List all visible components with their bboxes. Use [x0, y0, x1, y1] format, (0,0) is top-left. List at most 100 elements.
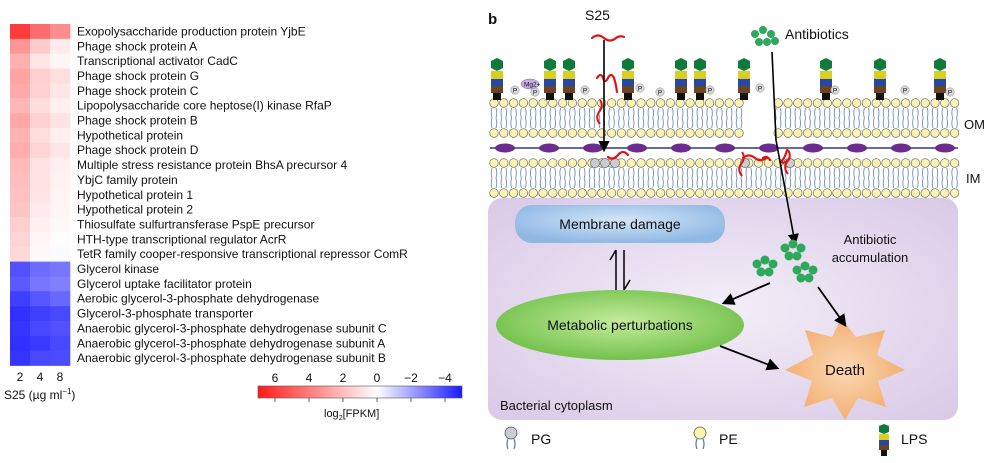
pe-legend-icon: [693, 426, 707, 450]
pg-legend-label: PG: [531, 431, 551, 447]
phosphate-marker: [580, 85, 590, 95]
heatmap-cell: [50, 127, 71, 144]
gene-label: Phage shock protein C: [77, 84, 199, 98]
gene-label: Anaerobic glycerol-3-phosphate dehydroge…: [77, 336, 385, 350]
phosphate-label: P: [583, 88, 587, 95]
colorbar-tick-label: −2: [404, 371, 418, 385]
gene-label: TetR family cooper-responsive transcript…: [77, 247, 408, 261]
gene-labels: Exopolysaccharide production protein Yjb…: [77, 24, 408, 365]
gene-label: Phage shock protein G: [77, 69, 199, 83]
gene-label: Transcriptional activator CadC: [77, 54, 238, 68]
heatmap-cell: [30, 98, 51, 114]
heatmap-cell: [50, 83, 71, 99]
heatmap-cell: [30, 231, 51, 248]
heatmap-cell: [50, 261, 71, 277]
heatmap-cell: [50, 172, 71, 188]
metabolic-perturbations-label: Metabolic perturbations: [547, 317, 693, 333]
heatmap-cell: [30, 172, 51, 188]
colorbar-tick-label: −4: [438, 371, 452, 385]
heatmap-cell: [10, 335, 31, 351]
death-starburst: [785, 318, 905, 420]
heatmap-cell: [50, 321, 71, 337]
heatmap-cell: [10, 276, 31, 292]
column-label: 8: [57, 370, 64, 384]
colorbar-tick-label: 2: [340, 371, 347, 385]
heatmap-cell: [50, 68, 71, 84]
heatmap-cell: [30, 306, 51, 322]
heatmap-cell: [30, 24, 51, 40]
phosphate-marker: [705, 85, 715, 95]
gene-label: Exopolysaccharide production protein Yjb…: [77, 24, 306, 38]
phosphate-label: P: [948, 90, 952, 97]
heatmap-cell: [30, 187, 51, 203]
gene-label: Glycerol uptake facilitator protein: [77, 277, 252, 291]
heatmap-cell: [50, 38, 71, 54]
phosphate-label: P: [638, 86, 642, 93]
heatmap-cell: [50, 202, 71, 218]
heatmap-cell: [10, 142, 31, 158]
heatmap-cell: [10, 157, 31, 173]
s25-peptide-icon: [590, 34, 791, 164]
heatmap-cell: [10, 24, 31, 40]
metabolic-perturbations-ellipse: [496, 290, 744, 360]
column-label: 4: [37, 370, 44, 384]
heatmap-cell: [30, 202, 51, 218]
heatmap-cell: [10, 306, 31, 322]
phosphate-marker: [755, 83, 765, 93]
gene-label: Hypothetical protein: [77, 128, 183, 142]
heatmap-cell: [50, 246, 71, 262]
colorbar: 6 4 2 0 −2 −4 log2[FPKM]: [257, 371, 463, 422]
heatmap-cell: [10, 38, 31, 54]
heatmap-grid: [10, 24, 71, 366]
heatmap-cell: [10, 261, 31, 277]
colorbar-tick-label: 0: [374, 371, 381, 385]
gene-label: Hypothetical protein 1: [77, 188, 193, 202]
heatmap-cell: [10, 113, 31, 129]
antibiotics-label: Antibiotics: [785, 26, 849, 42]
heatmap-cell: [30, 83, 51, 99]
gene-label: Phage shock protein A: [77, 39, 197, 53]
death-label: Death: [825, 362, 865, 379]
heatmap-cell: [50, 276, 71, 292]
heatmap-cell: [10, 246, 31, 262]
antibiotic-accumulation-label-2: accumulation: [832, 250, 909, 265]
panel-b-label: b: [488, 11, 497, 28]
phosphate-marker: [900, 85, 910, 95]
heatmap-cell: [10, 68, 31, 84]
gene-label: YbjC family protein: [77, 173, 178, 187]
lps-legend-label: LPS: [901, 431, 927, 447]
gene-label: Aerobic glycerol-3-phosphate dehydrogena…: [77, 292, 319, 306]
heatmap-cell: [10, 202, 31, 218]
gene-label: Hypothetical protein 2: [77, 203, 193, 217]
heatmap-cell: [30, 38, 51, 54]
heatmap-cell: [30, 68, 51, 84]
heatmap-cell: [30, 246, 51, 262]
gene-label: Glycerol-3-phosphate transporter: [77, 307, 253, 321]
heatmap-cell: [10, 127, 31, 144]
heatmap-cell: [30, 53, 51, 69]
membrane-peptide: [738, 151, 745, 177]
phosphate-marker: [635, 83, 645, 93]
flow-arrows: [719, 282, 847, 371]
antibiotic-entry-arrow: [771, 51, 799, 246]
lps-molecule-icon: [738, 58, 750, 100]
heatmap-cell: [30, 217, 51, 233]
lps-molecule-icon: [694, 58, 706, 100]
heatmap-cell: [30, 261, 51, 277]
lps-molecule-icon: [874, 58, 886, 100]
heatmap-cell: [10, 187, 31, 203]
phosphate-marker: [945, 87, 955, 97]
heatmap-cell: [50, 113, 71, 129]
gene-label: Anaerobic glycerol-3-phosphate dehydroge…: [77, 321, 387, 335]
antibiotic-accumulation-label-1: Antibiotic: [844, 232, 897, 247]
heatmap-cell: [10, 231, 31, 248]
heatmap-cell: [30, 350, 51, 366]
lps-legend-icon: [879, 424, 889, 456]
gene-label: Lipopolysaccharide core heptose(I) kinas…: [77, 99, 332, 113]
phosphate-marker: [655, 87, 665, 97]
phosphate-label: P: [533, 90, 537, 97]
colorbar-tick-label: 4: [306, 371, 313, 385]
colorbar-ticks: 6 4 2 0 −2 −4: [272, 371, 452, 402]
heatmap-cell: [50, 98, 71, 114]
